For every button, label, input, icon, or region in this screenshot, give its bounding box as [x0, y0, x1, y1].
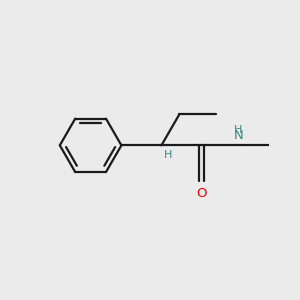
Text: H: H	[234, 124, 243, 135]
Text: O: O	[196, 187, 207, 200]
Text: H: H	[164, 150, 172, 160]
Text: N: N	[234, 129, 243, 142]
